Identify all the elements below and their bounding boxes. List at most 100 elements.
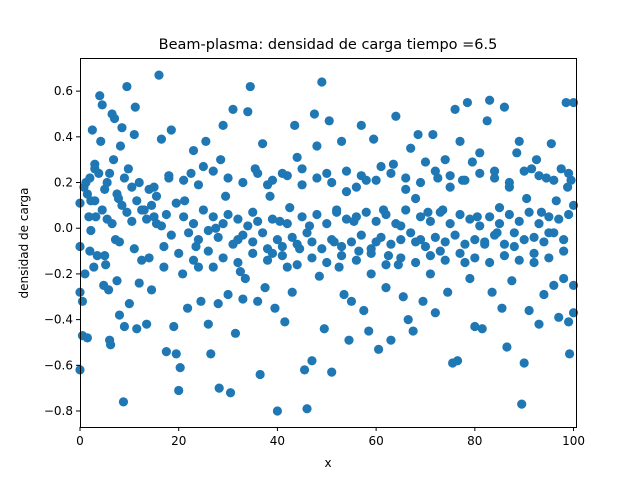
data-point [188, 145, 199, 156]
data-point [104, 285, 114, 295]
x-tick-label: 40 [270, 434, 285, 448]
data-point [336, 251, 347, 261]
data-point [425, 216, 436, 226]
data-point [351, 182, 361, 192]
x-tick-label: 60 [368, 434, 383, 448]
data-point [253, 168, 263, 178]
data-point [262, 255, 273, 265]
data-point [218, 219, 228, 229]
data-point [248, 237, 258, 247]
data-point [440, 255, 450, 265]
data-point [462, 97, 473, 108]
data-point [198, 161, 208, 172]
x-axis: 0 20 40 60 80 100 [76, 427, 585, 448]
data-point [327, 235, 337, 245]
data-point [225, 388, 236, 398]
data-point [406, 228, 416, 238]
data-point [334, 262, 344, 272]
data-point [489, 173, 500, 183]
data-point [534, 171, 544, 181]
data-point [84, 212, 94, 222]
data-point [504, 177, 514, 188]
data-point [430, 166, 440, 176]
data-point [359, 305, 369, 316]
data-point [267, 175, 278, 185]
data-point [568, 200, 579, 210]
data-point [282, 219, 292, 229]
data-point [366, 269, 376, 279]
data-point [534, 319, 544, 329]
data-point [302, 228, 312, 238]
data-point [161, 209, 171, 220]
data-point [386, 168, 396, 178]
data-point [102, 177, 112, 188]
data-point [418, 296, 428, 306]
data-point [383, 251, 394, 261]
data-point [188, 255, 199, 265]
data-point [137, 205, 147, 215]
data-point [415, 212, 426, 222]
data-point [253, 296, 263, 306]
data-point [265, 191, 275, 201]
data-point [551, 196, 561, 206]
data-point [361, 207, 371, 217]
data-point [319, 324, 329, 334]
data-point [183, 228, 194, 238]
data-point [267, 214, 278, 224]
data-point [233, 214, 243, 224]
data-point [564, 168, 574, 178]
data-point [411, 237, 421, 247]
data-point [564, 209, 574, 220]
data-point [109, 113, 120, 124]
data-point [228, 239, 238, 249]
data-point [336, 136, 347, 146]
data-point [123, 164, 133, 174]
data-point [309, 109, 320, 119]
data-point [196, 296, 206, 306]
data-point [146, 285, 157, 295]
data-point [208, 212, 218, 222]
data-point [292, 239, 302, 249]
data-point [332, 207, 342, 217]
data-point [193, 235, 204, 245]
data-point [96, 136, 106, 146]
data-point [287, 287, 297, 297]
data-point [322, 257, 332, 268]
data-point [159, 241, 169, 252]
data-point [507, 276, 517, 286]
data-point [186, 168, 196, 178]
data-point [230, 328, 241, 338]
data-point [317, 77, 327, 87]
data-point [514, 255, 524, 265]
data-point [169, 321, 179, 332]
data-point [174, 385, 184, 396]
data-point [89, 262, 99, 272]
data-point [388, 159, 398, 169]
x-tick-label: 20 [171, 434, 186, 448]
data-point [455, 136, 465, 146]
data-point [467, 157, 477, 167]
data-point [539, 237, 549, 247]
data-point [299, 365, 310, 375]
data-point [497, 303, 507, 313]
data-point [549, 175, 559, 185]
data-point [307, 253, 317, 263]
data-point [114, 310, 125, 320]
data-point [108, 155, 119, 165]
data-point [106, 340, 116, 350]
data-point [541, 173, 551, 183]
data-point [430, 308, 440, 318]
data-point [401, 184, 411, 194]
data-point [435, 246, 445, 256]
y-tick-label: 0.4 [54, 130, 73, 144]
data-point [354, 246, 364, 256]
data-point [92, 251, 102, 261]
data-point [213, 232, 223, 242]
data-point [485, 257, 495, 268]
data-point [292, 152, 302, 162]
data-point [127, 216, 137, 226]
data-point [130, 102, 140, 112]
data-point [238, 294, 248, 304]
data-point [544, 212, 554, 222]
